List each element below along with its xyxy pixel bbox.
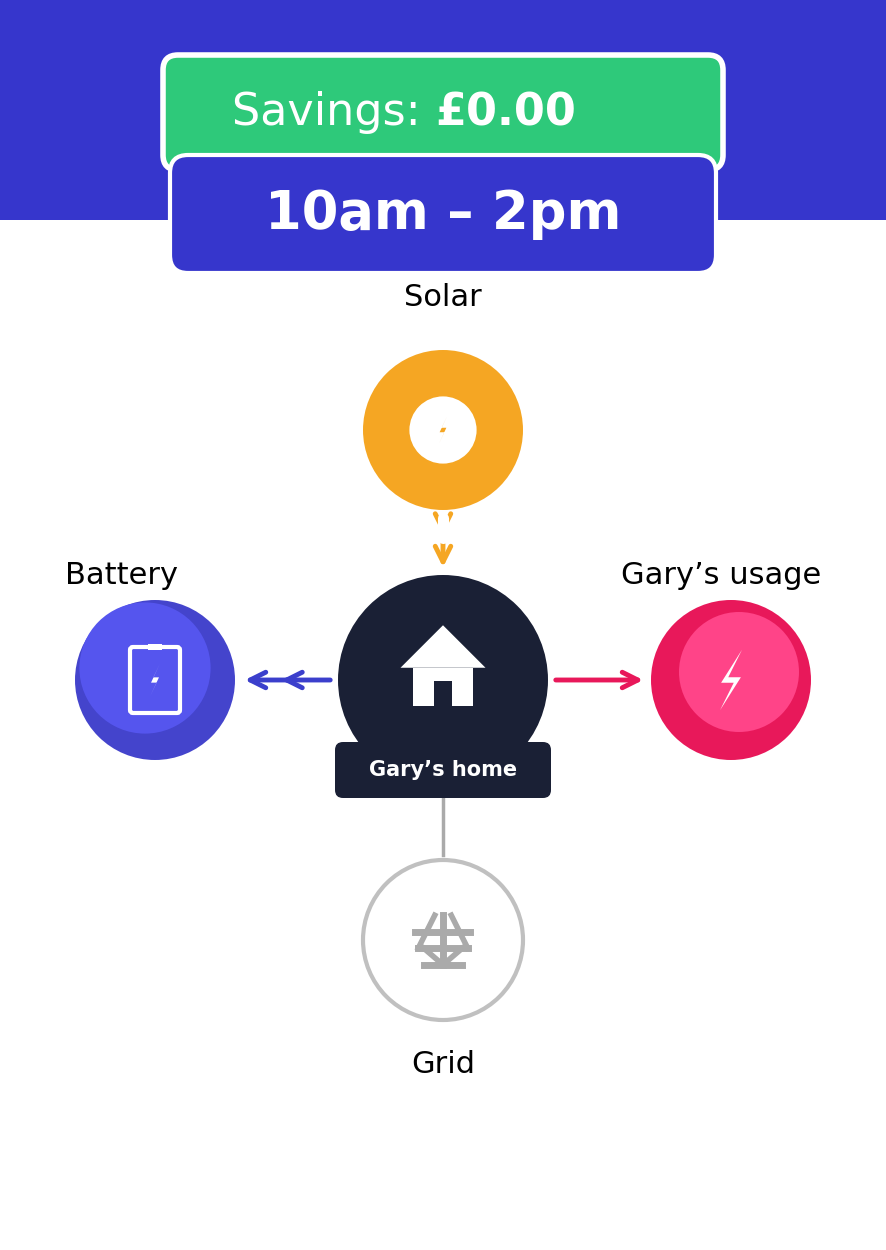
- Circle shape: [651, 600, 811, 760]
- Polygon shape: [439, 416, 447, 444]
- Text: Solar: Solar: [404, 282, 482, 312]
- FancyBboxPatch shape: [335, 742, 551, 798]
- Bar: [413, 668, 473, 706]
- Circle shape: [409, 396, 477, 464]
- Text: Savings:: Savings:: [232, 91, 435, 134]
- Text: 10am – 2pm: 10am – 2pm: [265, 188, 621, 240]
- Bar: [148, 644, 161, 650]
- Text: £0.00: £0.00: [435, 91, 576, 134]
- Polygon shape: [440, 935, 446, 950]
- Polygon shape: [150, 664, 160, 696]
- Polygon shape: [400, 625, 486, 668]
- Circle shape: [363, 860, 523, 1020]
- FancyBboxPatch shape: [0, 0, 886, 220]
- Polygon shape: [720, 650, 742, 710]
- Text: Grid: Grid: [411, 1050, 475, 1079]
- Bar: [433, 680, 453, 706]
- FancyBboxPatch shape: [163, 55, 723, 170]
- FancyBboxPatch shape: [170, 155, 716, 272]
- Circle shape: [363, 350, 523, 510]
- Circle shape: [338, 575, 548, 785]
- Text: Gary’s usage: Gary’s usage: [621, 561, 821, 590]
- Circle shape: [679, 612, 799, 732]
- Circle shape: [80, 602, 211, 734]
- Text: Battery: Battery: [65, 561, 178, 590]
- Circle shape: [75, 600, 235, 760]
- Text: Gary’s home: Gary’s home: [369, 760, 517, 780]
